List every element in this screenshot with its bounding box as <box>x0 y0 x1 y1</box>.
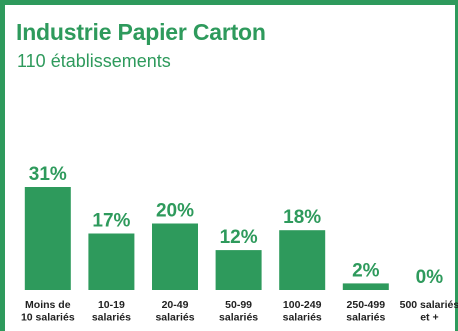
category-label: et + <box>420 312 438 324</box>
bar-value-label: 18% <box>283 207 321 228</box>
bar-value-label: 17% <box>92 211 130 232</box>
category-label: 50-99 <box>225 299 252 311</box>
category-label: 20-49 <box>162 299 189 311</box>
bar <box>279 230 326 290</box>
bar-value-label: 12% <box>220 227 258 248</box>
category-label: salariés <box>92 312 131 324</box>
category-label: 10-19 <box>98 299 125 311</box>
bar <box>215 250 262 290</box>
category-label: Moins de <box>25 299 71 311</box>
category-label: salariés <box>219 312 258 324</box>
category-label: salariés <box>346 312 385 324</box>
bar-value-label: 20% <box>156 201 194 222</box>
chart-title: Industrie Papier Carton <box>16 19 266 45</box>
category-label: 100-249 <box>283 299 322 311</box>
bar <box>342 283 389 290</box>
bar-value-label: 31% <box>29 164 67 185</box>
bar <box>88 233 135 290</box>
category-label: salariés <box>155 312 194 324</box>
category-label: 10 salariés <box>21 312 75 324</box>
bar <box>152 223 198 290</box>
category-label: 500 salariés <box>400 299 458 311</box>
category-label: salariés <box>283 312 322 324</box>
bar-value-label: 2% <box>352 260 380 281</box>
category-label: 250-499 <box>347 299 386 311</box>
bar-value-label: 0% <box>416 267 444 288</box>
bar <box>24 187 71 290</box>
chart-subtitle: 110 établissements <box>17 51 171 71</box>
